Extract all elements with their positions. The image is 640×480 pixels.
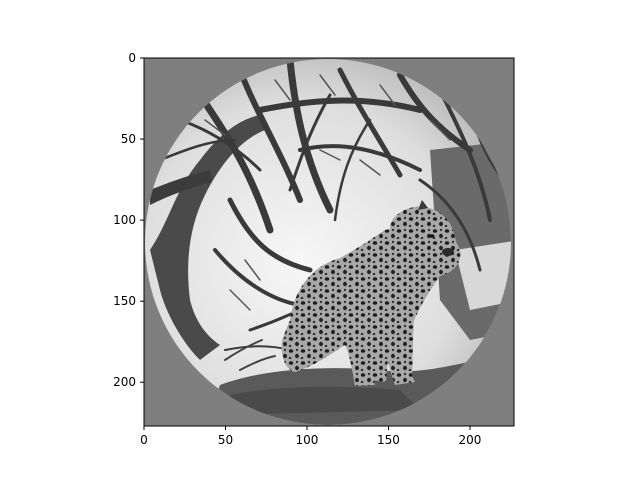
x-tick-label: 200 bbox=[459, 433, 482, 447]
x-tick-label: 0 bbox=[140, 433, 148, 447]
y-axis: 0 50 100 150 200 bbox=[113, 51, 144, 389]
leopard bbox=[281, 200, 461, 386]
x-axis: 0 50 100 150 200 bbox=[140, 426, 481, 447]
x-tick-label: 100 bbox=[296, 433, 319, 447]
x-tick-label: 50 bbox=[218, 433, 233, 447]
y-tick-label: 200 bbox=[113, 375, 136, 389]
y-tick-label: 100 bbox=[113, 213, 136, 227]
x-tick-label: 150 bbox=[377, 433, 400, 447]
y-tick-label: 50 bbox=[121, 132, 136, 146]
y-tick-label: 0 bbox=[128, 51, 136, 65]
y-tick-label: 150 bbox=[113, 294, 136, 308]
axes-frame bbox=[143, 57, 515, 427]
